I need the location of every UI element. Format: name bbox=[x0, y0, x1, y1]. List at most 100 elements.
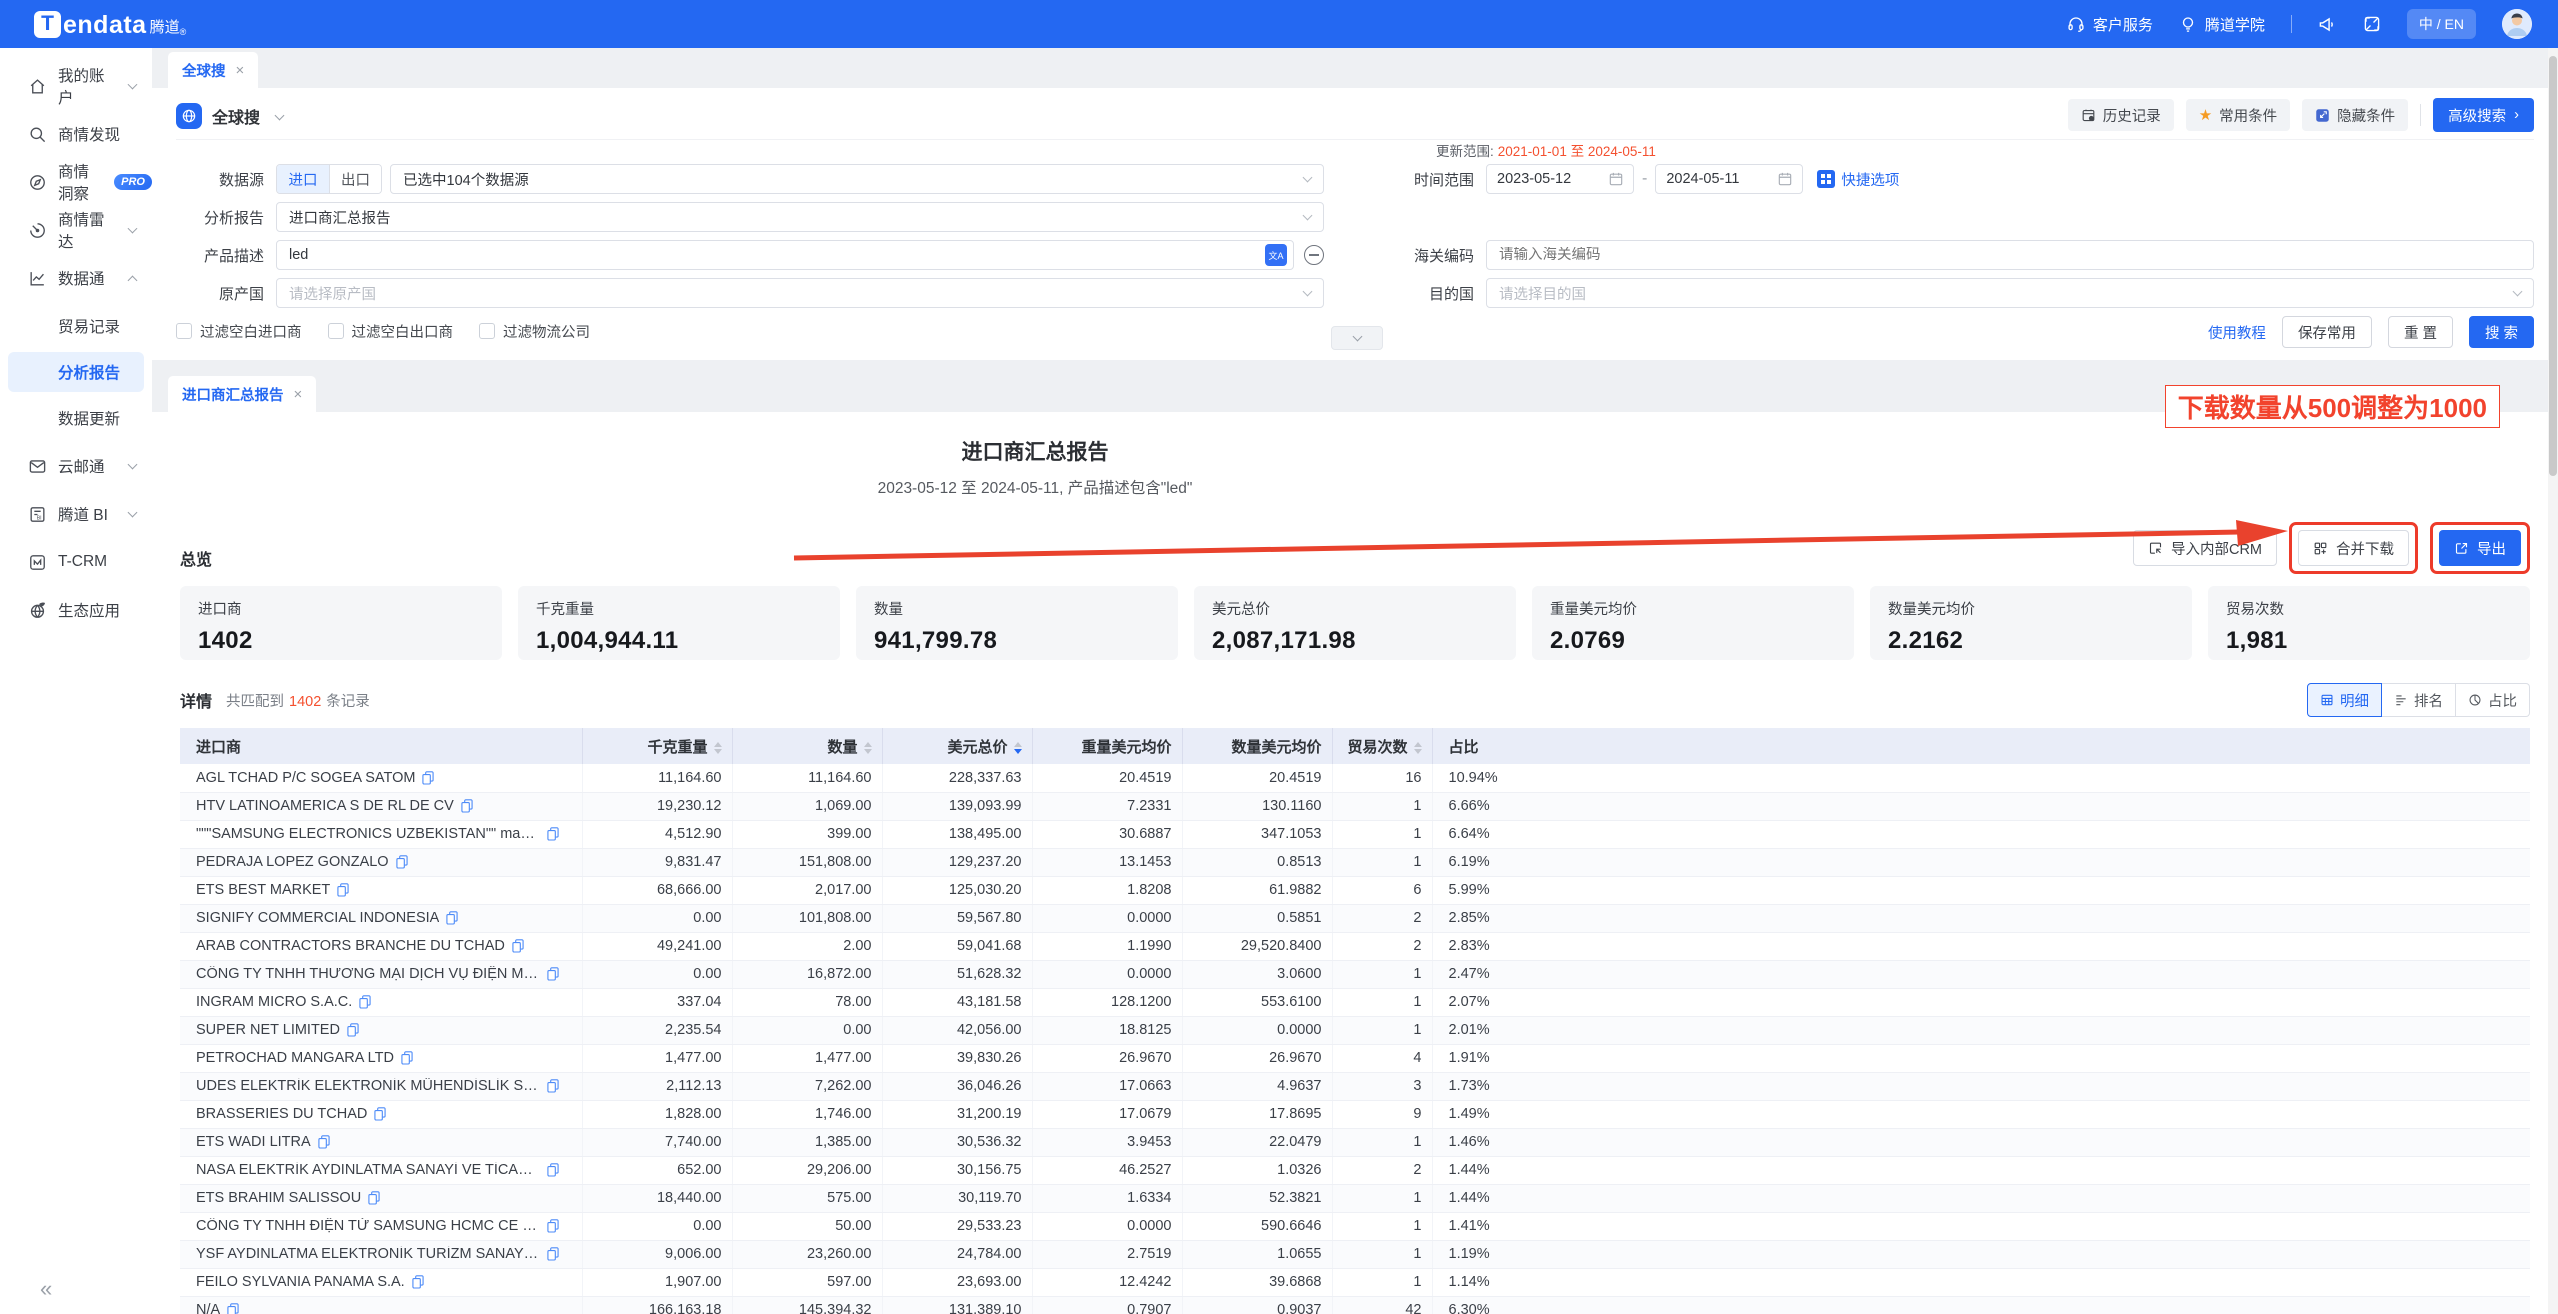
sidebar-item-analysis-report[interactable]: 分析报告 bbox=[8, 352, 144, 392]
report-type-select[interactable]: 进口商汇总报告 bbox=[276, 202, 1324, 232]
collapse-filters-button[interactable] bbox=[1331, 326, 1383, 350]
view-rank-button[interactable]: 排名 bbox=[2382, 683, 2456, 717]
sort-icon[interactable] bbox=[863, 741, 872, 754]
quick-options-link[interactable]: 快捷选项 bbox=[1817, 169, 1899, 190]
table-row[interactable]: CÔNG TY TNHH ĐIỆN TỬ SAMSUNG HCMC CE COM… bbox=[180, 1212, 2530, 1241]
advanced-search-button[interactable]: 高级搜索 › bbox=[2433, 98, 2534, 132]
tab-importer-report[interactable]: 进口商汇总报告 × bbox=[168, 376, 317, 412]
scrollbar-thumb[interactable] bbox=[2549, 56, 2557, 476]
copy-icon[interactable] bbox=[395, 855, 408, 869]
table-row[interactable]: YSF AYDINLATMA ELEKTRONİK TURİZM SANAYİ … bbox=[180, 1240, 2530, 1269]
export-toggle[interactable]: 出口 bbox=[329, 165, 381, 193]
reset-button[interactable]: 重 置 bbox=[2387, 316, 2453, 348]
chevron-down-icon[interactable] bbox=[274, 110, 285, 120]
export-button[interactable]: 导出 bbox=[2439, 530, 2521, 566]
table-row[interactable]: BRASSERIES DU TCHAD 1,828.00 1,746.00 31… bbox=[180, 1100, 2530, 1129]
copy-icon[interactable] bbox=[359, 995, 371, 1009]
table-row[interactable]: HTV LATINOAMERICA S DE RL DE CV 19,230.1… bbox=[180, 792, 2530, 821]
table-row[interactable]: ARAB CONTRACTORS BRANCHE DU TCHAD 49,241… bbox=[180, 932, 2530, 961]
customer-service-button[interactable]: 客户服务 bbox=[2067, 14, 2153, 35]
announcement-button[interactable] bbox=[2318, 15, 2337, 34]
copy-icon[interactable] bbox=[422, 771, 435, 785]
sidebar-item-radar[interactable]: 商情雷达 bbox=[0, 206, 152, 254]
table-row[interactable]: ETS WADI LITRA 7,740.00 1,385.00 30,536.… bbox=[180, 1128, 2530, 1157]
table-row[interactable]: CÔNG TY TNHH THƯƠNG MẠI DỊCH VỤ ĐIỆN MẠN… bbox=[180, 960, 2530, 989]
dest-country-select[interactable]: 请选择目的国 bbox=[1486, 278, 2534, 308]
table-row[interactable]: ETS BEST MARKET 68,666.00 2,017.00 125,0… bbox=[180, 876, 2530, 905]
sidebar-item-insight[interactable]: 商情洞察 PRO bbox=[0, 158, 152, 206]
filter-blank-exporter-checkbox[interactable]: 过滤空白出口商 bbox=[327, 321, 453, 342]
tab-global-search[interactable]: 全球搜 × bbox=[168, 52, 259, 88]
merge-download-button[interactable]: 合并下载 bbox=[2298, 530, 2409, 566]
date-to-picker[interactable]: 2024-05-11 bbox=[1655, 164, 1804, 194]
vertical-scrollbar[interactable] bbox=[2548, 48, 2558, 1314]
copy-icon[interactable] bbox=[461, 799, 473, 813]
copy-icon[interactable] bbox=[368, 1191, 380, 1205]
sidebar-item-t-crm[interactable]: T-CRM bbox=[0, 538, 152, 586]
copy-icon[interactable] bbox=[547, 1219, 559, 1233]
hide-conditions-button[interactable]: 隐藏条件 bbox=[2302, 99, 2409, 131]
table-row[interactable]: PETROCHAD MANGARA LTD 1,477.00 1,477.00 … bbox=[180, 1044, 2530, 1073]
table-row[interactable]: SUPER NET LIMITED 2,235.54 0.00 42,056.0… bbox=[180, 1016, 2530, 1045]
copy-icon[interactable] bbox=[547, 967, 559, 981]
copy-icon[interactable] bbox=[547, 1247, 559, 1261]
table-row[interactable]: PEDRAJA LOPEZ GONZALO 9,831.47 151,808.0… bbox=[180, 848, 2530, 877]
view-detail-button[interactable]: 明细 bbox=[2307, 683, 2382, 717]
hs-code-input[interactable] bbox=[1499, 247, 2521, 263]
sidebar-collapse-button[interactable]: « bbox=[40, 1276, 53, 1301]
copy-icon[interactable] bbox=[512, 939, 524, 953]
sidebar-item-discovery[interactable]: 商情发现 bbox=[0, 110, 152, 158]
academy-button[interactable]: 腾道学院 bbox=[2179, 14, 2265, 35]
copy-icon[interactable] bbox=[547, 1079, 559, 1093]
close-icon[interactable]: × bbox=[235, 61, 245, 79]
sort-icon-active[interactable] bbox=[1013, 741, 1022, 754]
language-switch[interactable]: 中 / EN bbox=[2406, 9, 2476, 39]
data-source-select[interactable]: 已选中104个数据源 bbox=[390, 164, 1324, 194]
col-quantity[interactable]: 数量 bbox=[732, 728, 883, 764]
product-desc-input[interactable] bbox=[289, 247, 1265, 263]
sort-icon[interactable] bbox=[713, 741, 722, 754]
user-avatar[interactable] bbox=[2502, 9, 2532, 39]
copy-icon[interactable] bbox=[347, 1023, 359, 1037]
col-trade-count[interactable]: 贸易次数 bbox=[1332, 728, 1433, 764]
table-row[interactable]: NASA ELEKTRİK AYDINLATMA SANAYİ VE TİCAR… bbox=[180, 1156, 2530, 1185]
filter-logistics-checkbox[interactable]: 过滤物流公司 bbox=[479, 321, 590, 342]
table-row[interactable]: UDES ELEKTRİK ELEKTRONİK MÜHENDİSLİK SAN… bbox=[180, 1072, 2530, 1101]
view-share-button[interactable]: 占比 bbox=[2456, 683, 2530, 717]
table-row[interactable]: FEILO SYLVANIA PANAMA S.A. 1,907.00 597.… bbox=[180, 1268, 2530, 1297]
copy-icon[interactable] bbox=[412, 1275, 424, 1289]
copy-icon[interactable] bbox=[318, 1135, 330, 1149]
translate-icon[interactable]: 文A bbox=[1265, 244, 1287, 266]
table-row[interactable]: N/A 166,163.18 145,394.32 131,389.10 0.7… bbox=[180, 1296, 2530, 1314]
tutorial-link[interactable]: 使用教程 bbox=[2207, 325, 2266, 342]
import-crm-button[interactable]: 导入内部CRM bbox=[2132, 530, 2277, 566]
table-row[interactable]: INGRAM MICRO S.A.C. 337.04 78.00 43,181.… bbox=[180, 988, 2530, 1017]
copy-icon[interactable] bbox=[547, 827, 559, 841]
close-icon[interactable]: × bbox=[293, 385, 303, 403]
table-row[interactable]: AGL TCHAD P/C SOGEA SATOM 11,164.60 11,1… bbox=[180, 764, 2530, 793]
history-button[interactable]: 历史记录 bbox=[2067, 99, 2174, 131]
copy-icon[interactable] bbox=[337, 883, 349, 897]
copy-icon[interactable] bbox=[401, 1051, 413, 1065]
minus-circle-icon[interactable] bbox=[1304, 245, 1324, 265]
sidebar-item-trade-records[interactable]: 贸易记录 bbox=[0, 302, 152, 350]
col-kg-weight[interactable]: 千克重量 bbox=[582, 728, 733, 764]
filter-blank-importer-checkbox[interactable]: 过滤空白进口商 bbox=[176, 321, 302, 342]
sidebar-item-tendata-bi[interactable]: BI 腾道 BI bbox=[0, 490, 152, 538]
favorite-conditions-button[interactable]: ★ 常用条件 bbox=[2185, 99, 2291, 131]
import-toggle[interactable]: 进口 bbox=[277, 165, 329, 193]
table-row[interactable]: ETS BRAHIM SALISSOU 18,440.00 575.00 30,… bbox=[180, 1184, 2530, 1213]
sidebar-item-data-hub[interactable]: 数据通 bbox=[0, 254, 152, 302]
copy-icon[interactable] bbox=[374, 1107, 386, 1121]
copy-icon[interactable] bbox=[547, 1163, 559, 1177]
copy-icon[interactable] bbox=[446, 911, 458, 925]
table-row[interactable]: """SAMSUNG ELECTRONICS UZBEKISTAN"" mas`… bbox=[180, 820, 2530, 849]
sidebar-item-data-update[interactable]: 数据更新 bbox=[0, 394, 152, 442]
copy-icon[interactable] bbox=[227, 1303, 239, 1314]
table-row[interactable]: SIGNIFY COMMERCIAL INDONESIA 0.00 101,80… bbox=[180, 904, 2530, 933]
col-usd-total[interactable]: 美元总价 bbox=[882, 728, 1033, 764]
date-from-picker[interactable]: 2023-05-12 bbox=[1486, 164, 1634, 194]
origin-country-select[interactable]: 请选择原产国 bbox=[276, 278, 1324, 308]
save-conditions-button[interactable]: 保存常用 bbox=[2281, 316, 2372, 348]
sidebar-item-cloud-mail[interactable]: 云邮通 bbox=[0, 442, 152, 490]
